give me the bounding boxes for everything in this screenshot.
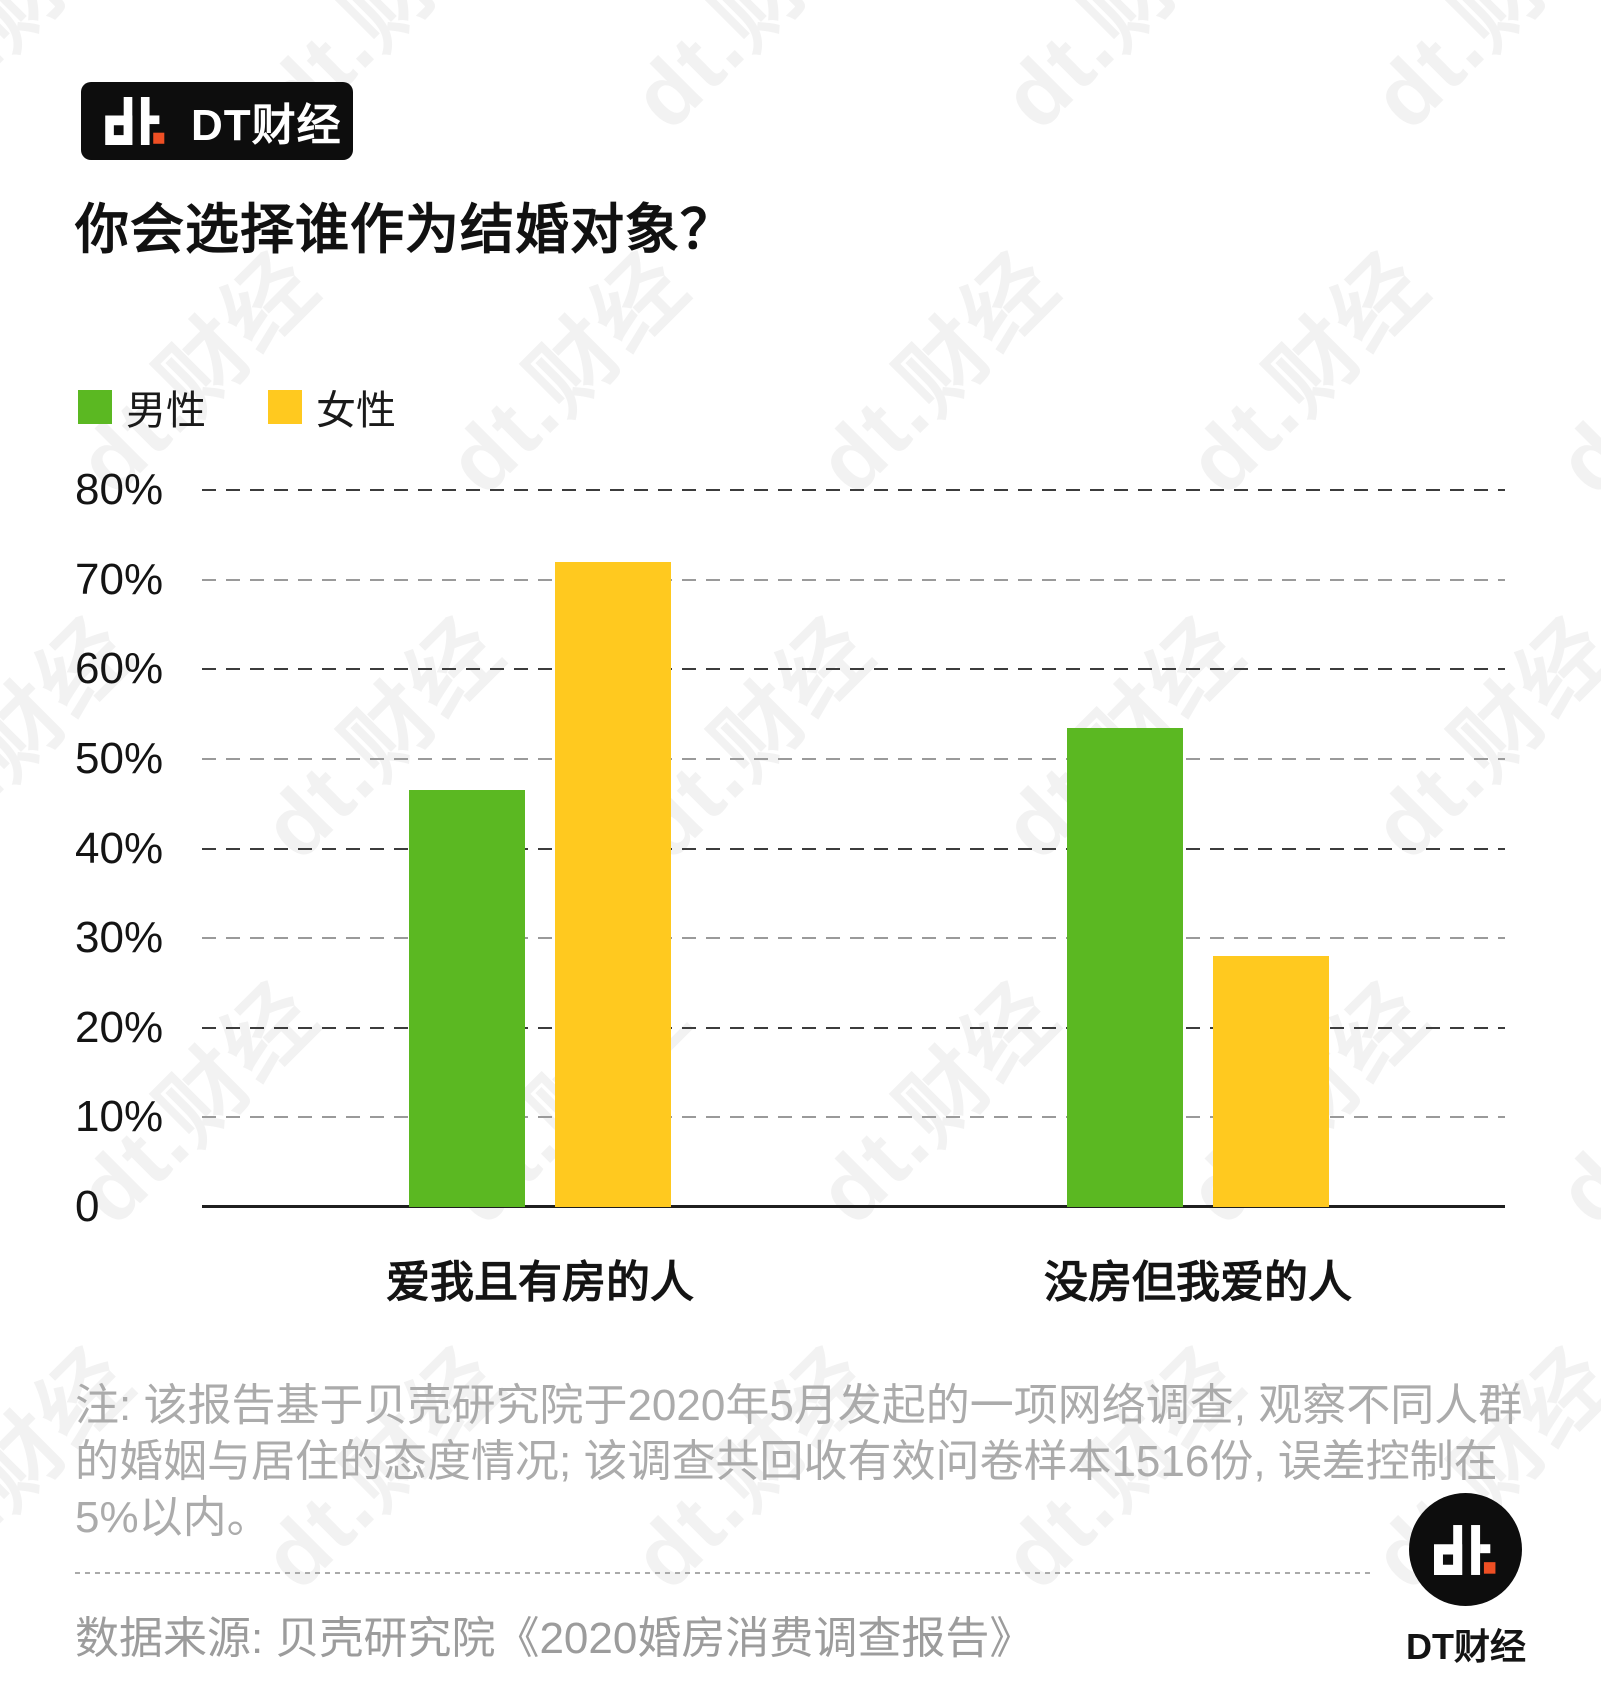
gridline-20% [202,1026,1505,1029]
background-watermark: dt.财经 [427,234,706,513]
background-watermark: dt.财经 [783,1680,1080,1687]
legend-label: 男性 [126,389,206,433]
background-watermark: dt.财经 [1352,0,1601,148]
background-watermark: dt.财经 [43,1680,340,1687]
dt-logo-icon [105,97,165,145]
dt-finance-round-logo [1409,1493,1522,1606]
background-watermark: dt.财经 [1537,964,1601,1243]
background-watermark: dt.财经 [413,1680,710,1687]
background-watermark: dt.财经 [1167,234,1446,513]
chart-title: 你会选择谁作为结婚对象？ [75,200,735,260]
background-watermark: dt.财经 [797,234,1076,513]
background-watermark: dt.财经 [982,0,1261,148]
background-watermark: dt.财经 [612,0,891,148]
bar-chart-plot-area [202,489,1505,1208]
background-watermark: dt.财经 [1153,1680,1450,1687]
legend-item-女性: 女性 [268,378,396,436]
footer-logo-label: DT财经 [1406,1626,1526,1667]
bar-男性-爱我且有房的人 [409,790,525,1207]
dt-logo-icon [1433,1524,1495,1575]
gridline-60% [202,668,1505,671]
gridline-50% [202,757,1505,760]
gridline-40% [202,847,1505,850]
y-tick-label-20%: 20% [75,1002,164,1052]
legend-swatch [268,390,302,424]
gridline-80% [202,489,1505,491]
gridline-10% [202,1116,1505,1119]
legend: 男性 女性 [78,378,396,436]
y-tick-label-50%: 50% [75,733,164,783]
bar-女性-爱我且有房的人 [555,561,671,1207]
y-tick-label-40%: 40% [75,823,164,873]
y-tick-label-30%: 30% [75,913,164,963]
y-tick-label-10%: 10% [75,1092,164,1142]
bar-女性-没房但我爱的人 [1213,956,1329,1207]
dotted-separator [75,1572,1373,1574]
data-source: 数据来源: 贝壳研究院《2020婚房消费调查报告》 [75,1614,1034,1663]
category-label-爱我且有房的人: 爱我且有房的人 [386,1258,694,1307]
category-label-没房但我爱的人: 没房但我爱的人 [1044,1258,1352,1307]
y-tick-label-0: 0 [75,1182,100,1231]
background-watermark: dt.财经 [1523,1680,1601,1687]
y-tick-label-70%: 70% [75,554,164,604]
bar-男性-没房但我爱的人 [1067,727,1183,1207]
gridline-30% [202,937,1505,940]
y-tick-label-60%: 60% [75,644,164,694]
x-axis-line [202,1205,1505,1208]
legend-item-男性: 男性 [78,378,206,436]
legend-swatch [78,390,112,424]
gridline-70% [202,578,1505,581]
header-logo-label: DT财经 [191,101,342,150]
footnote: 注: 该报告基于贝壳研究院于2020年5月发起的一项网络调查, 观察不同人群的婚… [75,1381,1523,1542]
legend-label: 女性 [316,389,396,433]
y-tick-label-80%: 80% [75,465,164,514]
background-watermark: dt.财经 [1537,234,1601,513]
dt-finance-logo: DT财经 [81,82,353,160]
